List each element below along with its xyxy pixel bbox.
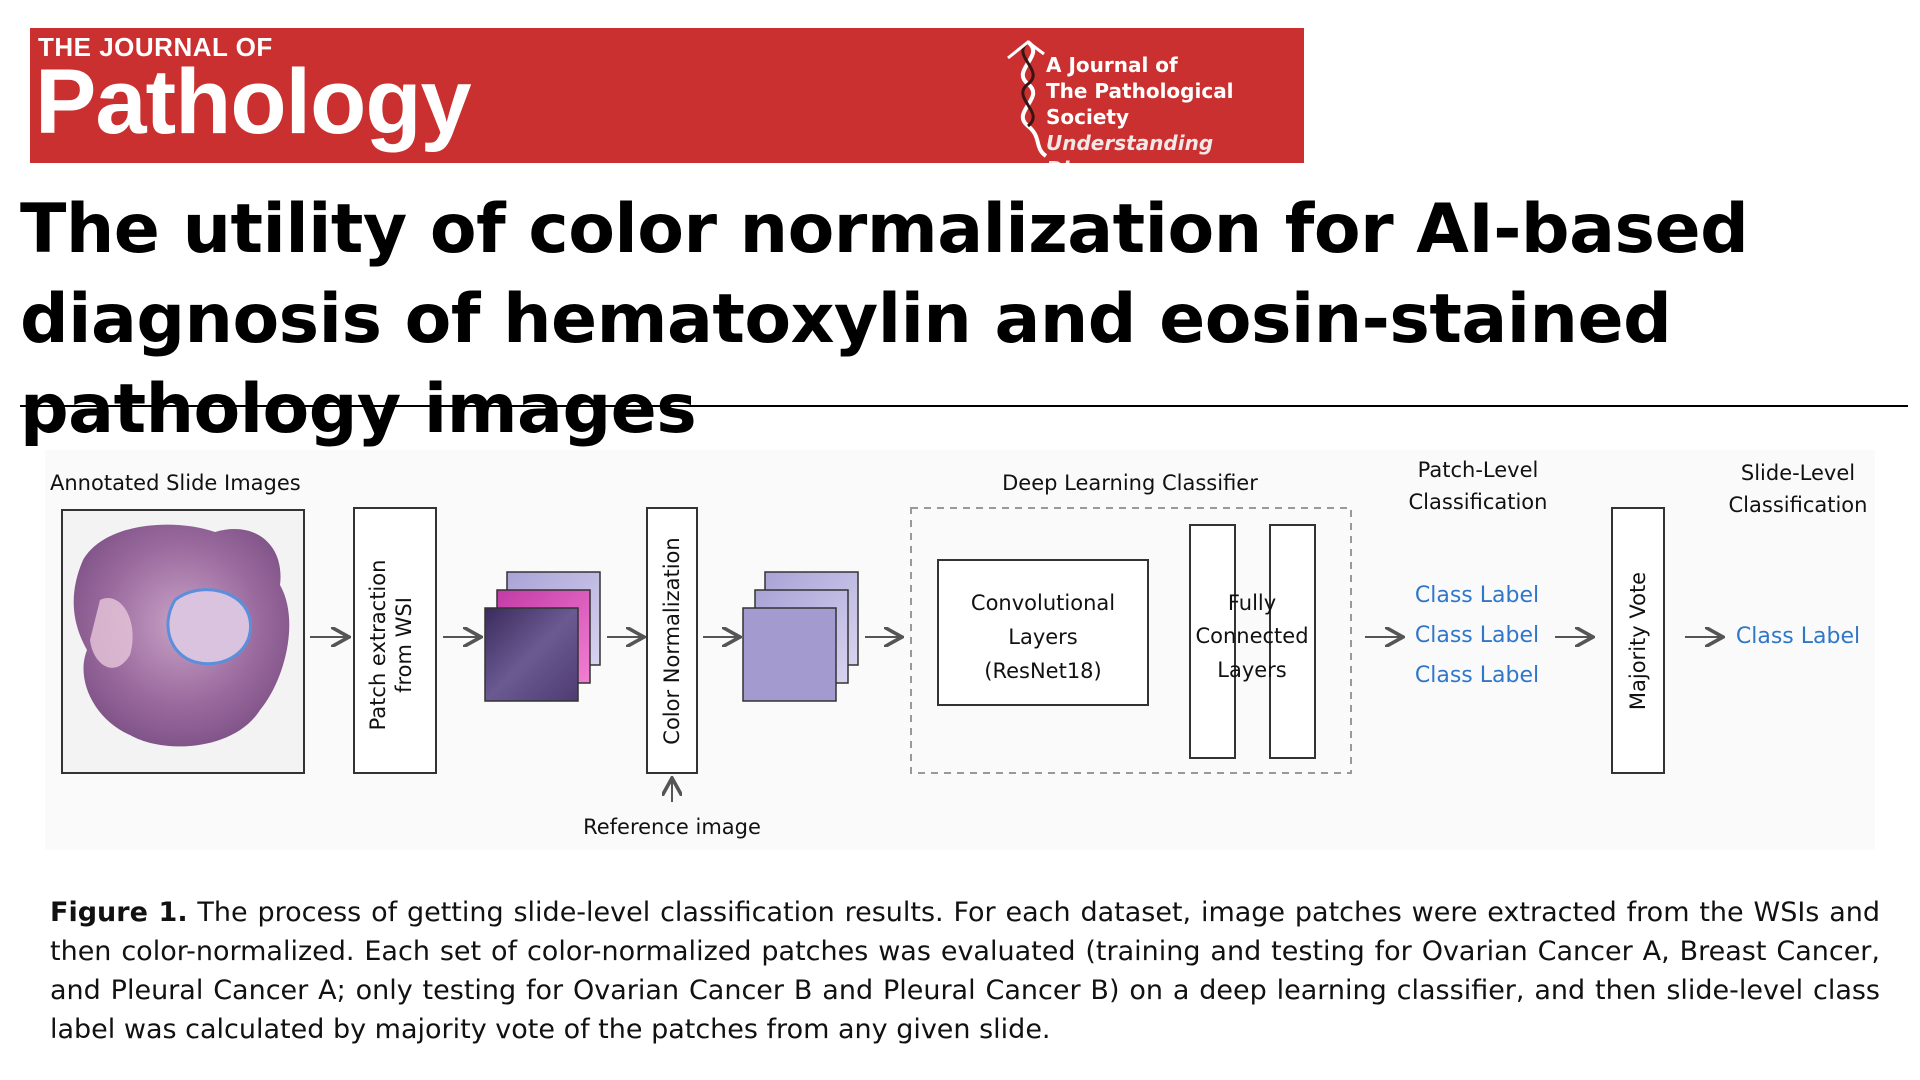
figure-panel: Annotated Slide Images Patch extraction …: [45, 450, 1875, 850]
patch-extraction-line-2: from WSI: [392, 597, 416, 693]
patch-class-label-2: Class Label: [1415, 623, 1539, 648]
journal-kicker: THE JOURNAL OF: [38, 32, 273, 62]
fc-line-3: Layers: [1217, 658, 1287, 682]
society-line-2: The Pathological Society: [1046, 79, 1234, 129]
helix-logo-icon: [1007, 40, 1048, 158]
slide-level-line-1: Slide-Level: [1741, 461, 1855, 485]
patch-extraction-line-1: Patch extraction: [366, 560, 390, 731]
annotated-slide-label: Annotated Slide Images: [50, 471, 301, 495]
pipeline-diagram: Annotated Slide Images Patch extraction …: [50, 458, 1868, 839]
journal-banner: THE JOURNAL OF Pathology A Journal of Th…: [30, 28, 1304, 163]
conv-line-1: Convolutional: [971, 591, 1115, 615]
fc-line-2: Connected: [1195, 624, 1308, 648]
convolutional-layers-box: [937, 559, 1149, 706]
conv-line-2: Layers: [1008, 625, 1078, 649]
caption-text: The process of getting slide-level class…: [50, 897, 1881, 1045]
society-line-1: A Journal of: [1046, 53, 1178, 77]
society-info: A Journal of The Pathological Society Un…: [1046, 52, 1304, 163]
annotation-outline: [166, 588, 252, 666]
society-tagline: Understanding Disease: [1046, 131, 1214, 163]
patch-class-label-3: Class Label: [1415, 663, 1539, 688]
color-normalization-box: [646, 507, 698, 774]
article-title: The utility of color normalization for A…: [20, 190, 1749, 449]
classifier-box: [910, 507, 1352, 774]
slide-level-line-2: Classification: [1729, 493, 1868, 517]
tissue-light-region: [90, 598, 133, 668]
normalized-patch-front: [742, 607, 837, 702]
patch-extraction-box: [353, 507, 437, 774]
majority-vote-label: Majority Vote: [1626, 572, 1650, 710]
reference-image-label: Reference image: [583, 815, 761, 839]
slide-class-label: Class Label: [1736, 624, 1860, 649]
patch-level-line-1: Patch-Level: [1418, 458, 1539, 482]
color-normalization-label: Color Normalization: [660, 537, 684, 744]
figure-caption: Figure 1. The process of getting slide-l…: [50, 893, 1880, 1049]
patch-class-label-1: Class Label: [1415, 583, 1539, 608]
fc-layer-2-box: [1269, 524, 1316, 759]
patch-level-line-2: Classification: [1409, 490, 1548, 514]
journal-name: Pathology: [35, 51, 472, 153]
raw-patch-front: [484, 607, 579, 702]
title-divider: [20, 405, 1908, 407]
fc-layer-1-box: [1189, 524, 1236, 759]
majority-vote-box: [1611, 507, 1665, 774]
fc-line-1: Fully: [1228, 591, 1276, 615]
caption-lead: Figure 1.: [50, 897, 188, 928]
classifier-title: Deep Learning Classifier: [1002, 471, 1258, 495]
conv-line-3: (ResNet18): [984, 659, 1101, 683]
